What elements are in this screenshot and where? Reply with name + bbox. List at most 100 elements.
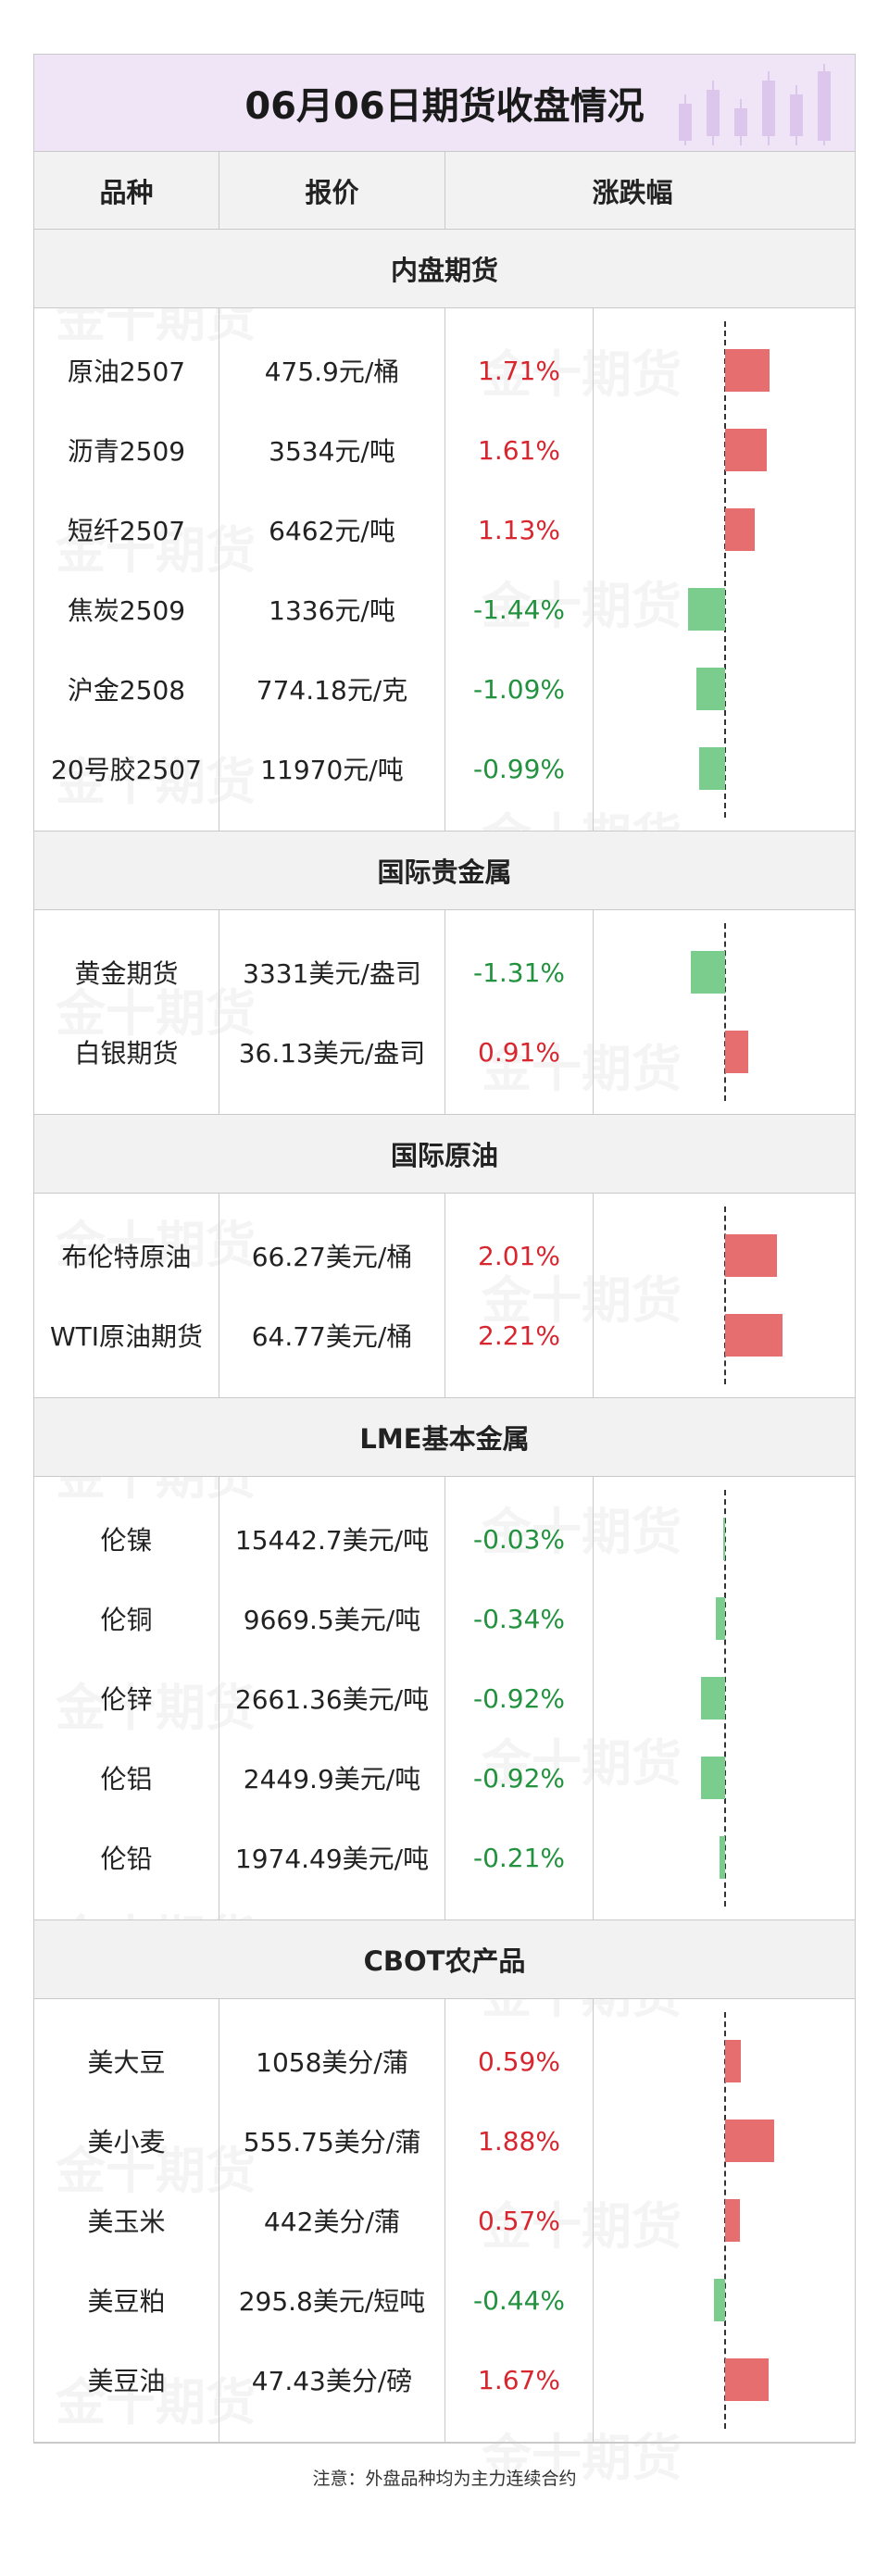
price-value: 36.13美元/盎司 bbox=[238, 1038, 426, 1069]
change-value: -0.99% bbox=[472, 753, 566, 784]
footnote: 注意：外盘品种均为主力连续合约 bbox=[312, 2469, 577, 2489]
change-value: -0.34% bbox=[472, 1603, 566, 1634]
change-value: 0.91% bbox=[478, 1036, 560, 1068]
price-value: 295.8美元/短吨 bbox=[238, 2286, 426, 2317]
bar-column bbox=[594, 308, 855, 831]
change-bar bbox=[701, 1757, 725, 1799]
variety-name: 伦铅 bbox=[100, 1844, 153, 1874]
price-value: 774.18元/克 bbox=[256, 675, 408, 706]
price-column: 475.9元/桶 3534元/吨 6462元/吨 1336元/吨 774.18元/克 11… bbox=[219, 308, 445, 831]
change-value: 1.88% bbox=[478, 2125, 560, 2157]
change-bar bbox=[723, 1518, 725, 1560]
variety-name: 沪金2508 bbox=[67, 675, 186, 706]
zero-axis-line bbox=[724, 1207, 726, 1384]
section-header: 内盘期货 bbox=[34, 230, 855, 308]
variety-name: 伦锌 bbox=[100, 1684, 153, 1715]
zero-axis-line bbox=[724, 1490, 726, 1907]
name-column: 布伦特原油 WTI原油期货 bbox=[34, 1194, 219, 1397]
change-bar bbox=[725, 429, 768, 471]
variety-name: 黄金期货 bbox=[74, 958, 179, 989]
price-value: 555.75美分/蒲 bbox=[243, 2127, 421, 2157]
change-value: -1.44% bbox=[472, 594, 566, 625]
name-column: 美大豆美小麦美玉米美豆粕美豆油 bbox=[34, 1999, 219, 2442]
price-value: 47.43美分/磅 bbox=[251, 2366, 413, 2396]
candlestick-decoration-icon bbox=[679, 64, 831, 145]
bar-column bbox=[594, 1477, 855, 1919]
variety-name: 伦镍 bbox=[100, 1525, 153, 1556]
bar-column bbox=[594, 1999, 855, 2442]
change-value: 0.57% bbox=[478, 2205, 560, 2236]
section-group: 原油2507 沥青2509 短纤2507 焦炭2509 沪金2508 20号胶2507 47… bbox=[34, 308, 855, 832]
variety-name: 美小麦 bbox=[87, 2127, 166, 2157]
name-column: 原油2507 沥青2509 短纤2507 焦炭2509 沪金2508 20号胶2507 bbox=[34, 308, 219, 831]
change-value: -1.31% bbox=[472, 957, 566, 988]
price-value: 2661.36美元/吨 bbox=[234, 1684, 430, 1715]
variety-name: 美大豆 bbox=[87, 2047, 166, 2078]
change-bar bbox=[713, 2279, 725, 2321]
variety-name: 美豆油 bbox=[87, 2366, 166, 2396]
price-column: 66.27美元/桶 64.77美元/桶 bbox=[219, 1194, 445, 1397]
change-bar bbox=[725, 349, 770, 392]
change-column: -1.31% 0.91% bbox=[445, 910, 594, 1114]
change-bar bbox=[696, 668, 725, 710]
section-group: 伦镍伦铜伦锌伦铝伦铅 15442.7美元/吨 9669.5美元/吨 2661.36美元… bbox=[34, 1477, 855, 1920]
change-column: -0.03% -0.34% -0.92% -0.92% -0.21% bbox=[445, 1477, 594, 1919]
change-bar bbox=[725, 2199, 740, 2242]
change-bar bbox=[720, 1836, 725, 1879]
zero-axis-line bbox=[724, 321, 726, 818]
change-value: -0.03% bbox=[472, 1523, 566, 1555]
variety-name: 布伦特原油 bbox=[61, 1242, 192, 1272]
change-value: 1.61% bbox=[478, 434, 560, 466]
variety-name: 白银期货 bbox=[74, 1038, 179, 1069]
variety-name: WTI原油期货 bbox=[49, 1321, 204, 1352]
change-bar bbox=[701, 1677, 725, 1719]
variety-name: 美豆粕 bbox=[87, 2286, 166, 2317]
variety-name: 伦铝 bbox=[100, 1764, 153, 1794]
change-bar bbox=[725, 2358, 769, 2401]
price-value: 9669.5美元/吨 bbox=[243, 1605, 421, 1635]
change-bar bbox=[725, 2120, 774, 2162]
change-column: 1.71% 1.61% 1.13% -1.44% -1.09% -0.99% bbox=[445, 308, 594, 831]
change-value: -0.21% bbox=[472, 1842, 566, 1873]
change-value: -0.92% bbox=[472, 1762, 566, 1794]
change-value: 2.21% bbox=[478, 1319, 560, 1351]
section-group: 黄金期货 白银期货 3331美元/盎司 36.13美元/盎司 -1.31% 0.91% bbox=[34, 910, 855, 1115]
section-header: CBOT农产品 bbox=[34, 1920, 855, 1999]
bar-column bbox=[594, 1194, 855, 1397]
change-value: -1.09% bbox=[472, 673, 566, 705]
variety-name: 伦铜 bbox=[100, 1605, 153, 1635]
price-value: 11970元/吨 bbox=[260, 755, 404, 785]
change-value: 1.13% bbox=[478, 514, 560, 545]
price-value: 475.9元/桶 bbox=[264, 356, 400, 387]
section-group: 布伦特原油 WTI原油期货 66.27美元/桶 64.77美元/桶 2.01% 2.21% bbox=[34, 1194, 855, 1398]
variety-name: 短纤2507 bbox=[67, 516, 186, 546]
price-value: 1974.49美元/吨 bbox=[234, 1844, 430, 1874]
change-bar bbox=[691, 951, 725, 994]
price-value: 2449.9美元/吨 bbox=[243, 1764, 421, 1794]
table-header: 品种 报价 涨跌幅 bbox=[34, 152, 855, 230]
change-column: 2.01% 2.21% bbox=[445, 1194, 594, 1397]
change-value: 1.71% bbox=[478, 355, 560, 386]
section-header: 国际贵金属 bbox=[34, 832, 855, 910]
name-column: 黄金期货 白银期货 bbox=[34, 910, 219, 1114]
change-bar bbox=[725, 2040, 741, 2082]
variety-name: 20号胶2507 bbox=[51, 755, 202, 785]
page-title: 06月06日期货收盘情况 bbox=[244, 85, 645, 128]
variety-name: 美玉米 bbox=[87, 2207, 166, 2237]
change-value: 2.01% bbox=[478, 1240, 560, 1271]
change-value: -0.92% bbox=[472, 1682, 566, 1714]
price-value: 442美分/蒲 bbox=[264, 2207, 400, 2237]
section-header: 国际原油 bbox=[34, 1115, 855, 1194]
name-column: 伦镍伦铜伦锌伦铝伦铅 bbox=[34, 1477, 219, 1919]
price-column: 1058美分/蒲 555.75美分/蒲 442美分/蒲 295.8美元/短吨 47.43… bbox=[219, 1999, 445, 2442]
change-bar bbox=[725, 508, 755, 551]
price-column: 3331美元/盎司 36.13美元/盎司 bbox=[219, 910, 445, 1114]
change-bar bbox=[716, 1597, 725, 1640]
price-value: 66.27美元/桶 bbox=[251, 1242, 413, 1272]
change-value: 0.59% bbox=[478, 2045, 560, 2077]
variety-name: 沥青2509 bbox=[67, 436, 186, 467]
zero-axis-line bbox=[724, 923, 726, 1101]
change-value: 1.67% bbox=[478, 2364, 560, 2395]
price-value: 1058美分/蒲 bbox=[256, 2047, 408, 2078]
price-value: 15442.7美元/吨 bbox=[234, 1525, 430, 1556]
